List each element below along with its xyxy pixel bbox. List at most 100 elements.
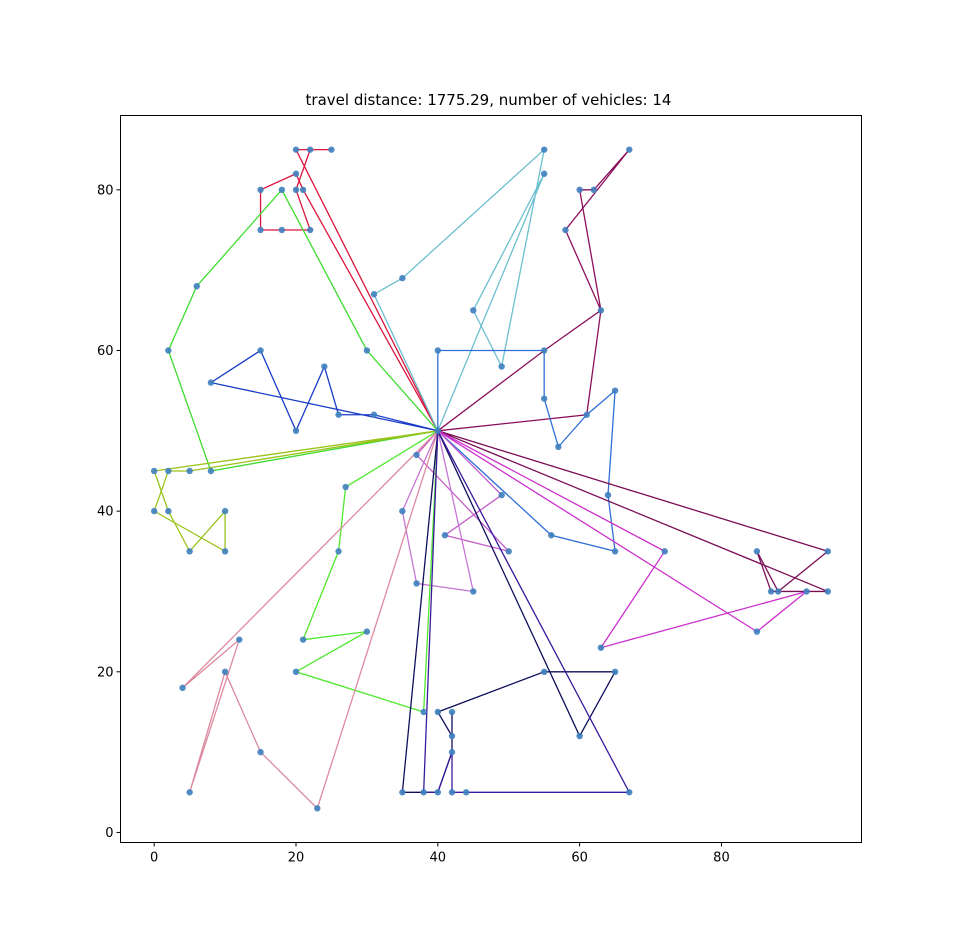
customer-point <box>292 427 300 434</box>
customer-point <box>207 467 215 475</box>
x-tick-label: 20 <box>288 851 305 866</box>
customer-point <box>803 588 810 595</box>
customer-point <box>292 668 300 675</box>
customer-point <box>434 427 442 434</box>
customer-point <box>434 347 442 354</box>
routes-layer <box>153 147 830 810</box>
customer-point <box>470 307 477 314</box>
customer-point <box>299 186 307 194</box>
customer-point <box>540 170 548 177</box>
customer-point <box>434 789 442 796</box>
customer-point <box>597 644 605 651</box>
customer-point <box>221 668 229 675</box>
customer-point <box>236 636 243 643</box>
y-tick-label: 60 <box>97 344 114 359</box>
x-tick-label: 80 <box>713 851 730 866</box>
customer-point <box>165 347 172 354</box>
customer-point <box>548 532 555 539</box>
customer-point <box>498 491 505 499</box>
customer-point <box>753 628 761 635</box>
y-tick-label: 0 <box>105 826 113 841</box>
route-line-4 <box>153 430 438 553</box>
customer-point <box>193 283 200 290</box>
customer-point <box>363 347 371 354</box>
customer-point <box>370 291 378 298</box>
route-line-13 <box>182 430 439 810</box>
customer-point <box>626 789 633 796</box>
y-tick-label: 20 <box>97 665 114 680</box>
route-line-1 <box>259 148 439 432</box>
customer-point <box>583 411 590 418</box>
customer-point <box>448 748 456 756</box>
customer-point <box>165 467 172 475</box>
customer-point <box>590 186 598 194</box>
customer-point <box>306 146 314 153</box>
customer-point <box>186 789 193 796</box>
route-line-9 <box>437 430 807 649</box>
customer-point <box>767 588 775 595</box>
axes-layer: 0 20 40 60 80 0 20 40 60 80 <box>97 183 730 865</box>
x-tick-label: 40 <box>430 851 447 866</box>
customer-point <box>774 588 782 595</box>
customer-point <box>257 748 264 756</box>
route-line-5 <box>373 147 546 432</box>
customer-point <box>448 708 456 716</box>
customer-point <box>611 548 619 555</box>
customer-point <box>370 411 378 418</box>
customer-point <box>540 668 548 675</box>
customer-point <box>399 274 406 282</box>
customer-point <box>420 708 427 716</box>
customer-point <box>498 363 505 370</box>
customer-point <box>257 347 264 354</box>
route-line-8 <box>437 430 830 593</box>
customer-point <box>186 548 193 555</box>
customer-point <box>150 467 158 475</box>
customer-point <box>207 379 215 386</box>
route-line-12 <box>294 430 439 713</box>
plot-frame <box>120 115 862 843</box>
customer-point <box>562 226 569 234</box>
customer-point <box>604 491 612 499</box>
customer-point <box>314 805 321 812</box>
customer-point <box>597 307 605 314</box>
y-tick-label: 80 <box>97 183 114 198</box>
customer-point <box>824 588 832 595</box>
customer-point <box>292 186 300 194</box>
customer-point <box>555 443 562 451</box>
customer-point <box>413 451 420 459</box>
customer-point <box>335 411 342 418</box>
customer-point <box>186 467 193 475</box>
customer-point <box>257 226 264 234</box>
customer-point <box>221 548 229 555</box>
x-tick-label: 60 <box>571 851 588 866</box>
customer-point <box>321 363 328 370</box>
y-tick-label: 40 <box>97 505 114 520</box>
customer-point <box>441 532 449 539</box>
customer-point <box>626 146 633 153</box>
customer-point <box>824 548 832 555</box>
customer-point <box>363 628 371 635</box>
customer-point <box>399 507 406 515</box>
customer-point <box>611 668 619 675</box>
route-line-10 <box>415 430 511 553</box>
customer-point <box>306 226 314 234</box>
customer-point <box>292 170 300 177</box>
customer-point <box>611 387 619 394</box>
customer-point <box>462 789 470 796</box>
customer-point <box>278 226 286 234</box>
route-line-6 <box>437 149 630 432</box>
customer-point <box>299 636 307 643</box>
customer-point <box>335 548 342 555</box>
customer-point <box>150 507 158 515</box>
customer-point <box>399 789 406 796</box>
customer-point <box>576 186 583 194</box>
customer-point <box>448 732 456 740</box>
route-line-14 <box>401 430 617 793</box>
customer-point <box>328 146 335 153</box>
customer-point <box>576 732 583 740</box>
customer-point <box>292 146 300 153</box>
x-tick-label: 0 <box>150 851 158 866</box>
customer-point <box>505 548 512 555</box>
chart-title: travel distance: 1775.29, number of vehi… <box>306 91 672 109</box>
